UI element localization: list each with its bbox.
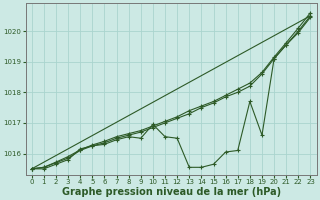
X-axis label: Graphe pression niveau de la mer (hPa): Graphe pression niveau de la mer (hPa) [61, 187, 281, 197]
